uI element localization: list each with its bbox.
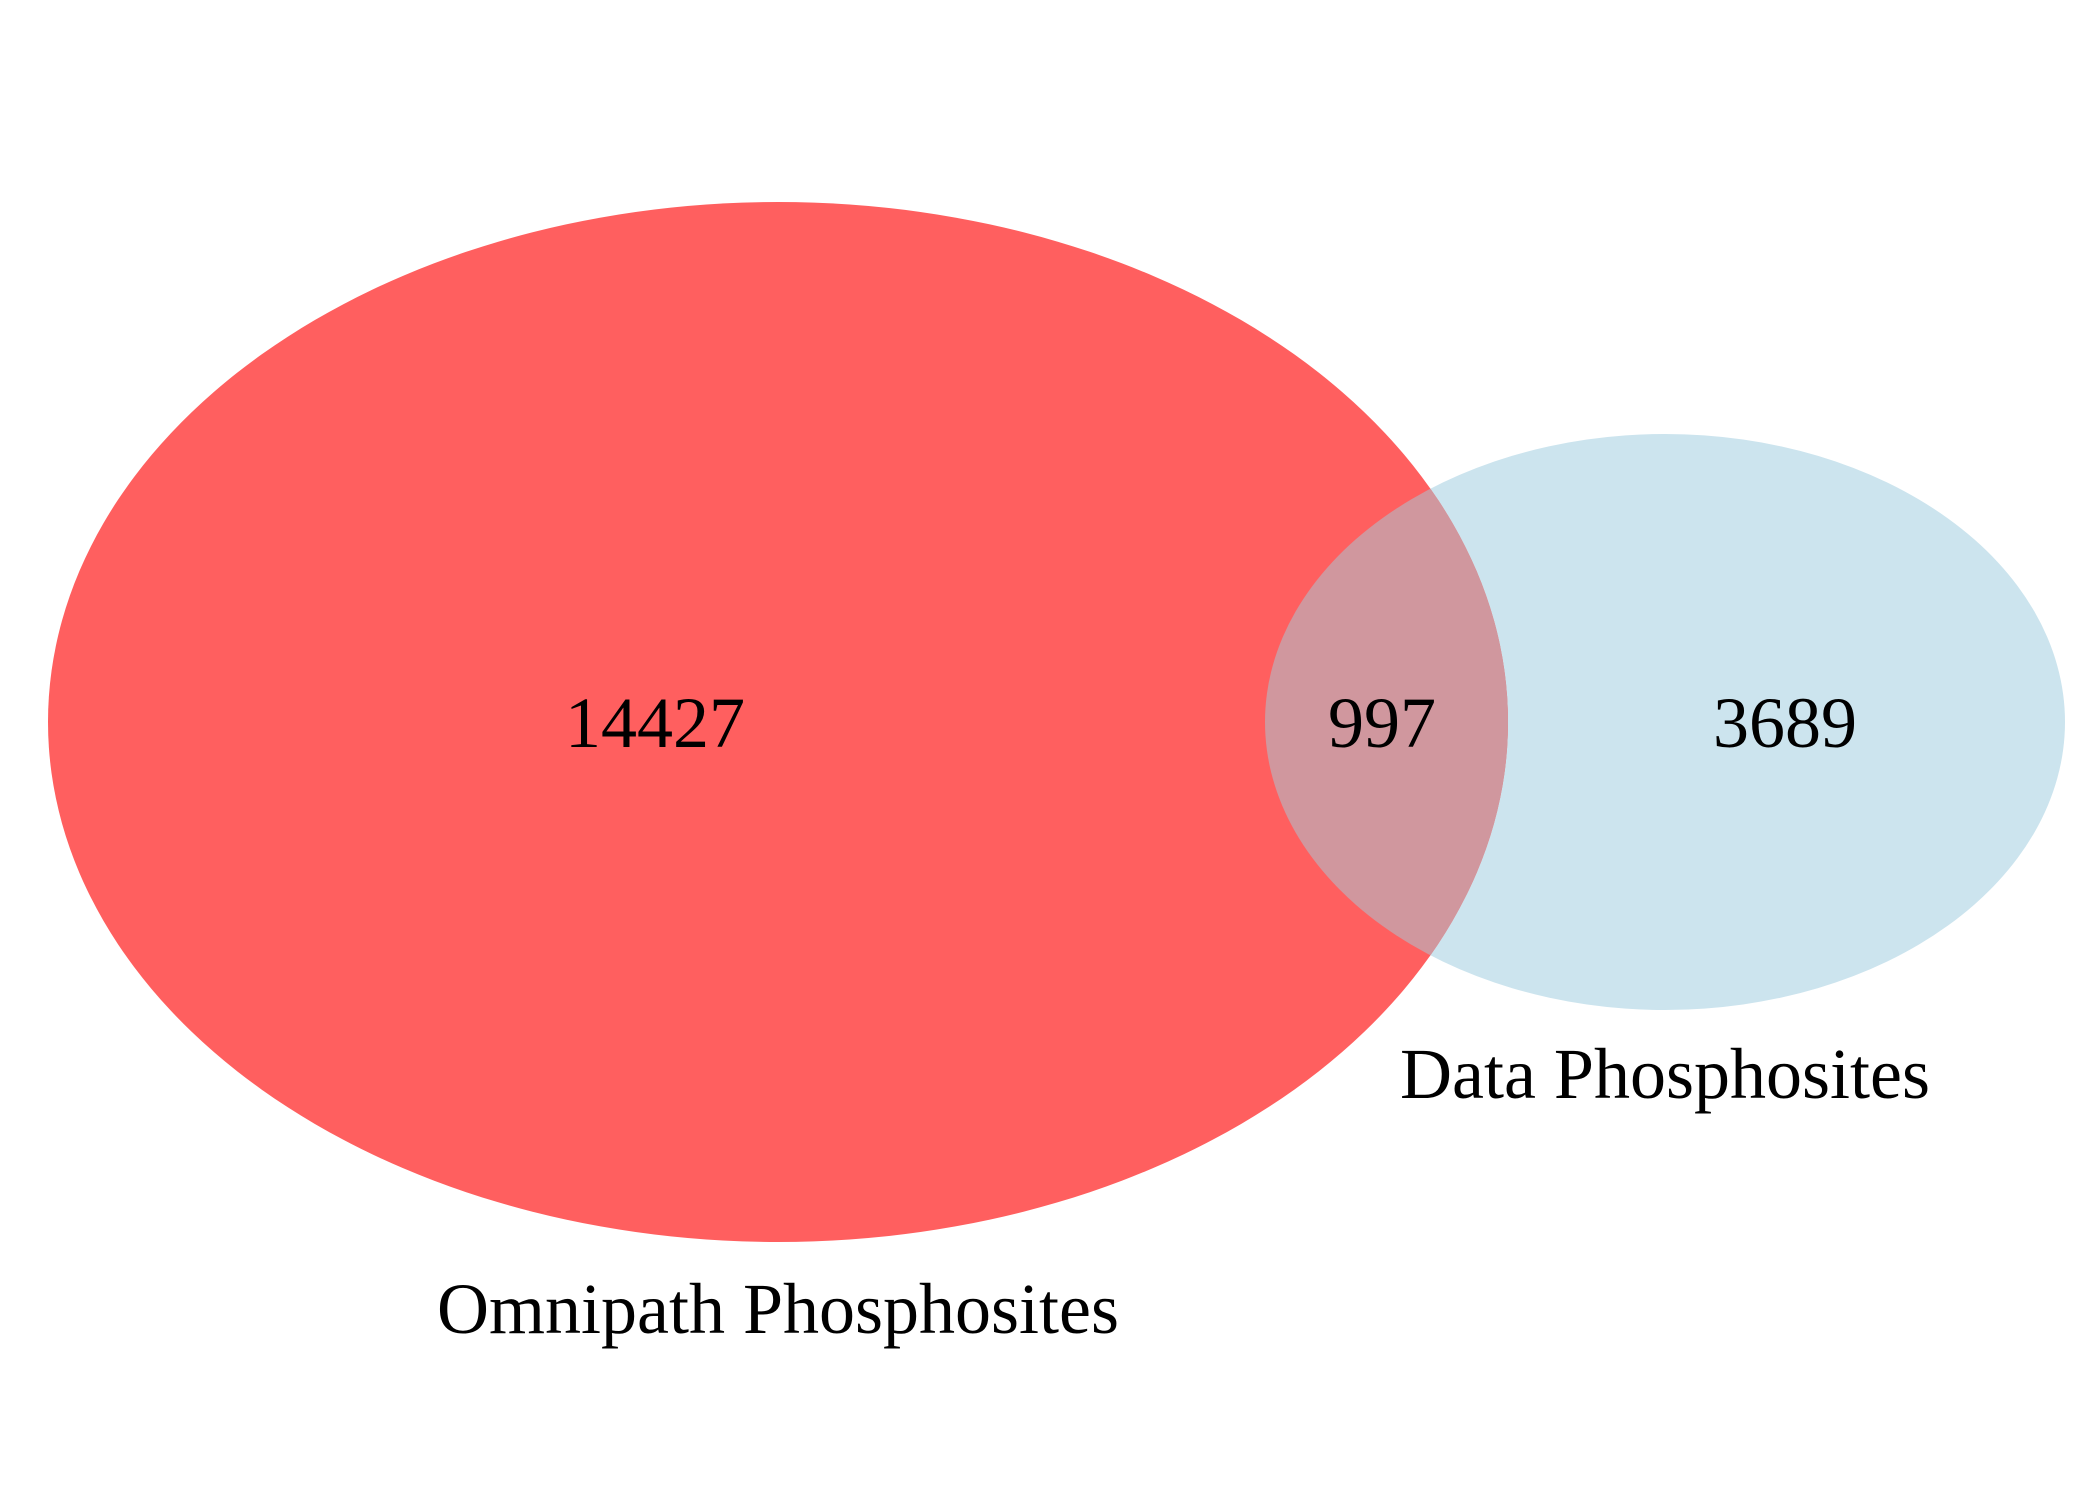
data-only-count: 3689 <box>1713 683 1857 763</box>
omnipath-phosphosites-label: Omnipath Phosphosites <box>437 1269 1119 1349</box>
omnipath-only-count: 14427 <box>565 683 745 763</box>
omnipath-phosphosites-ellipse <box>48 202 1508 1242</box>
data-phosphosites-label: Data Phosphosites <box>1400 1034 1930 1114</box>
intersection-count: 997 <box>1328 683 1436 763</box>
